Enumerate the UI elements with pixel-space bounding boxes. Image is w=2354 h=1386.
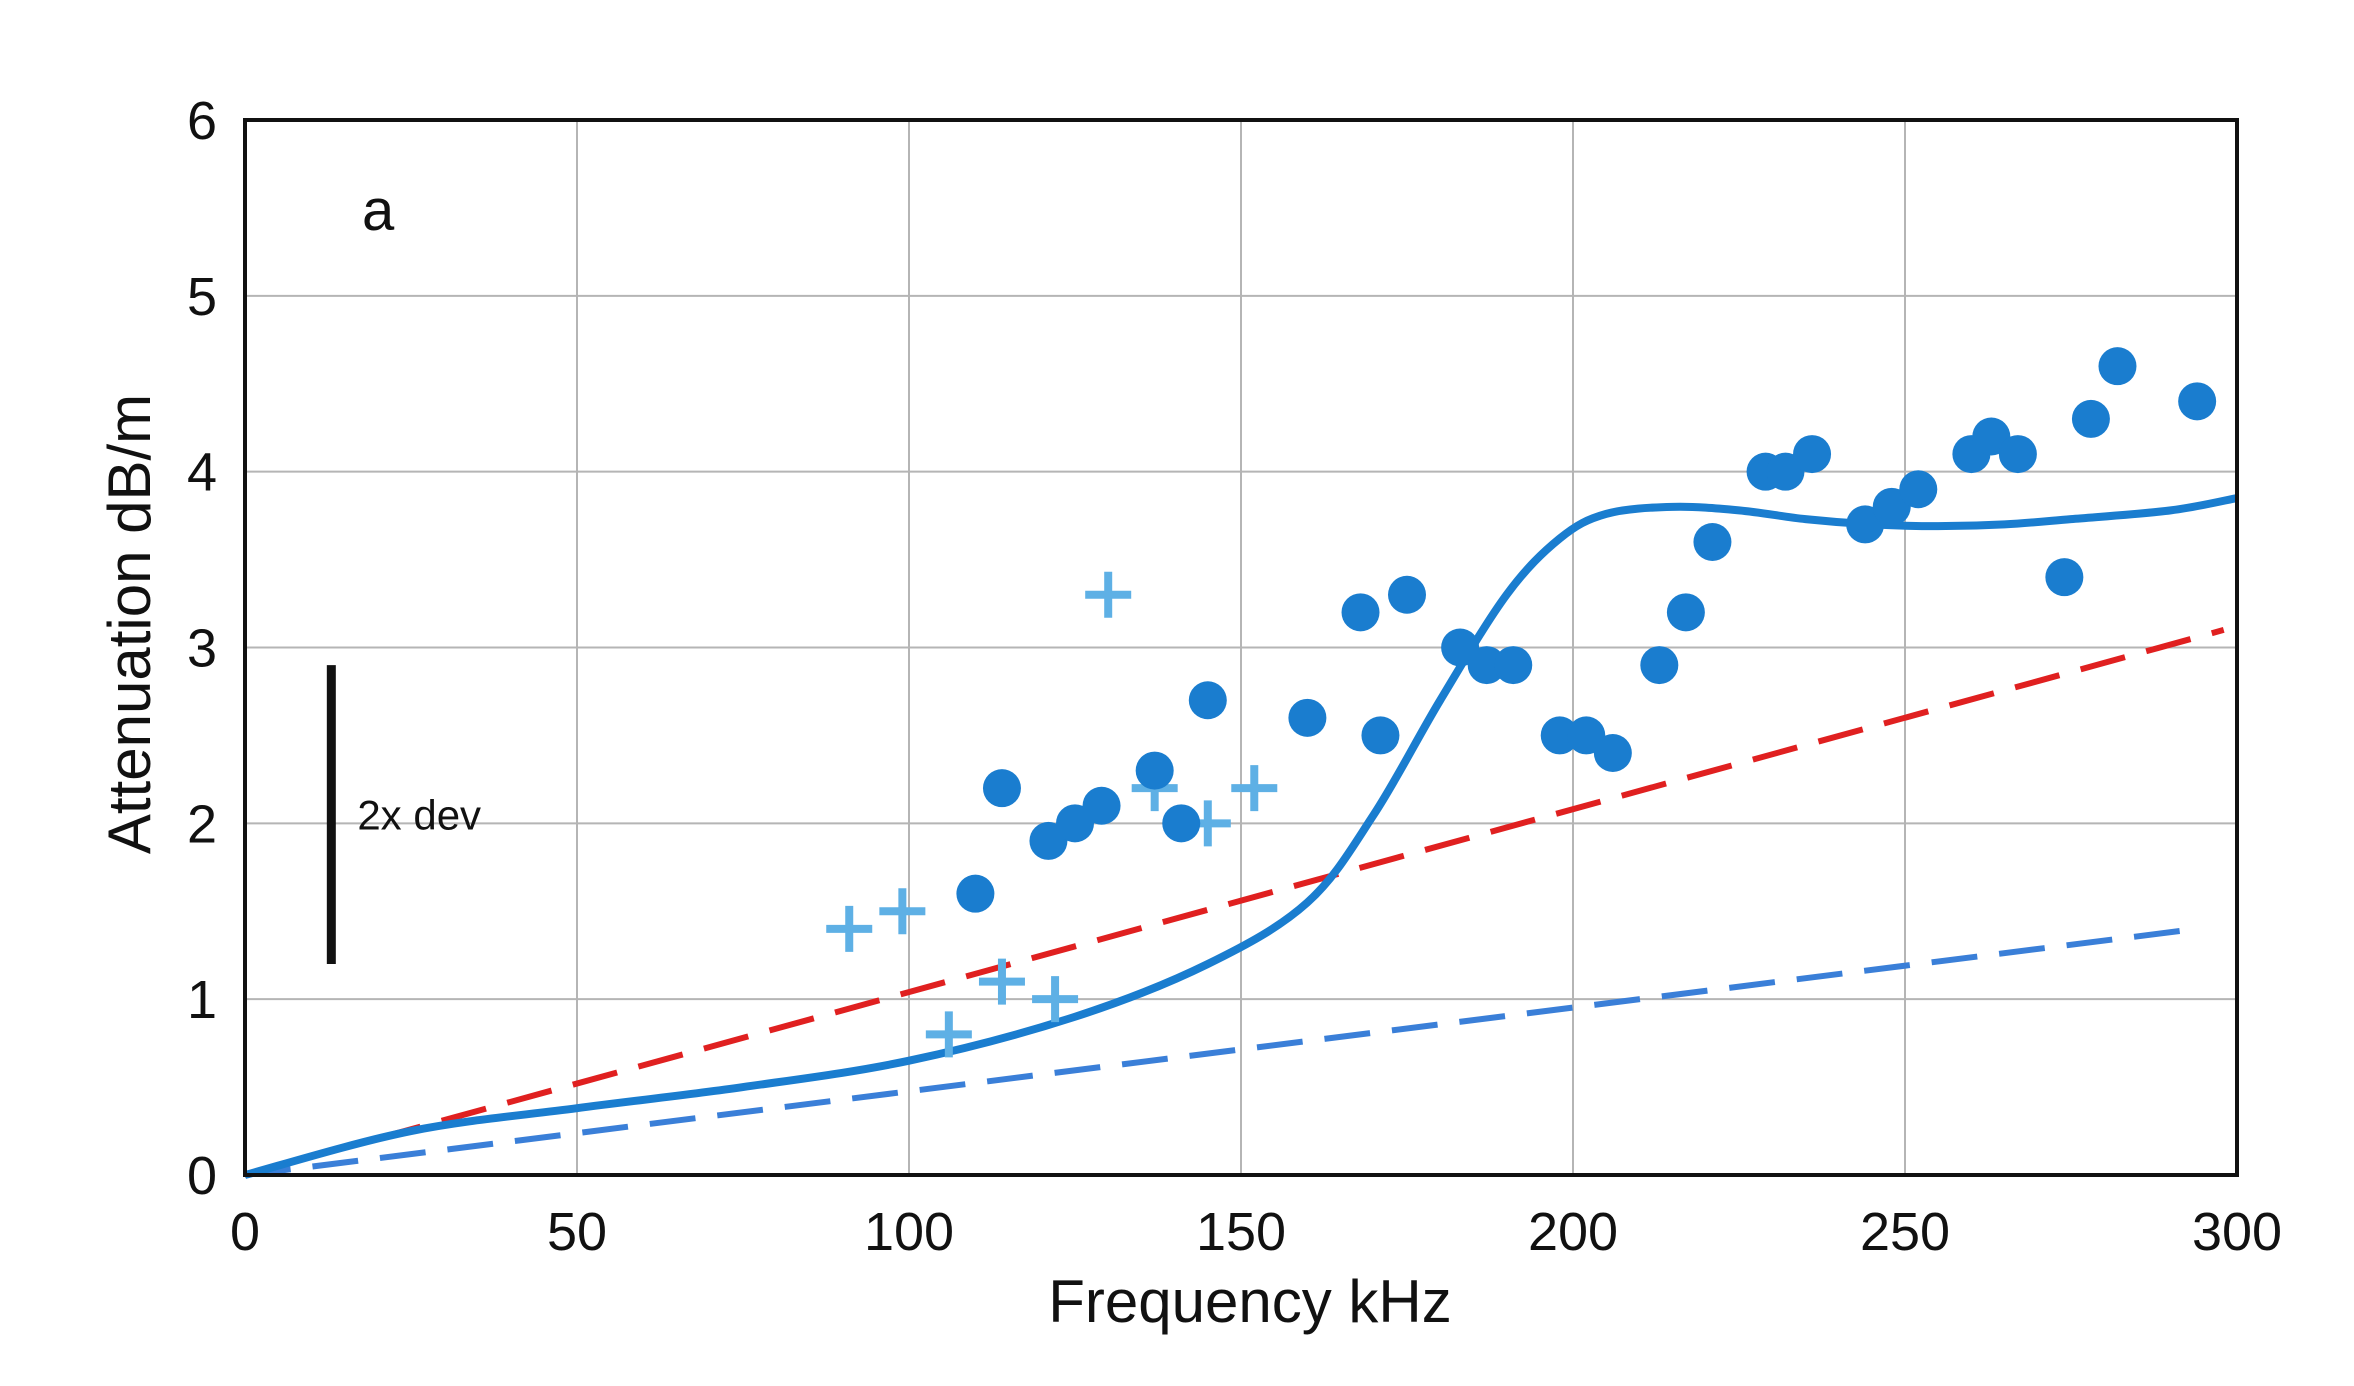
circle-point — [1494, 646, 1533, 685]
circle-point — [1388, 575, 1426, 614]
x-tick-label: 0 — [230, 1202, 260, 1262]
circle-point — [2071, 399, 2110, 438]
cross-point — [978, 958, 1025, 1005]
cross-point — [879, 888, 926, 935]
circle-point — [1793, 435, 1832, 474]
tick-labels: 0 50 100 150 200 250 300 0 1 2 3 4 5 6 — [187, 91, 2282, 1262]
x-axis-title: Frequency kHz — [1048, 1268, 1451, 1335]
y-axis-title: Attenuation dB/m — [96, 394, 163, 854]
circle-point — [982, 769, 1021, 808]
x-tick-label: 150 — [1196, 1202, 1286, 1262]
y-tick-label: 3 — [187, 619, 217, 679]
x-tick-label: 200 — [1528, 1202, 1618, 1262]
model-curve — [243, 494, 2238, 1179]
circle-point — [1540, 716, 1579, 755]
circle-point — [1640, 646, 1679, 685]
dashed-fit-line — [244, 627, 2225, 1178]
cross-point — [1085, 571, 1132, 618]
x-tick-label: 250 — [1860, 1202, 1950, 1262]
y-tick-label: 2 — [187, 794, 217, 854]
circle-point — [1361, 716, 1400, 755]
circle-point — [1467, 646, 1506, 685]
circle-point — [1998, 435, 2037, 474]
circle-point — [2045, 558, 2084, 597]
circle-point — [2178, 382, 2217, 421]
y-tick-label: 6 — [187, 91, 217, 151]
scale-bar: 2x dev — [326, 665, 481, 964]
panel-label: a — [362, 178, 395, 243]
y-tick-label: 5 — [187, 267, 217, 327]
dashed-fit-line — [244, 925, 2198, 1178]
x-tick-label: 100 — [864, 1202, 954, 1262]
circle-point — [1666, 593, 1705, 632]
series-layer — [243, 347, 2238, 1179]
y-tick-label: 4 — [187, 443, 217, 503]
circle-point — [1341, 593, 1380, 632]
y-tick-label: 0 — [187, 1146, 217, 1206]
x-tick-label: 300 — [2192, 1202, 2282, 1262]
cross-point — [1032, 976, 1079, 1023]
circle-point — [2098, 347, 2137, 386]
circle-point — [1693, 523, 1732, 561]
y-tick-label: 1 — [187, 970, 217, 1030]
cross-point — [1231, 765, 1278, 812]
scale-bar-label: 2x dev — [357, 792, 481, 839]
cross-point — [826, 905, 873, 952]
cross-point — [925, 1011, 972, 1058]
circle-point — [1188, 681, 1227, 720]
plot-frame — [243, 118, 2239, 1177]
circle-point — [1288, 698, 1327, 737]
x-tick-label: 50 — [547, 1202, 607, 1262]
circle-point — [1593, 734, 1632, 772]
circle-point — [1899, 470, 1938, 509]
circle-point — [1135, 751, 1174, 790]
circle-point — [956, 874, 995, 913]
circle-point — [1162, 804, 1201, 843]
circle-point — [1082, 786, 1121, 825]
